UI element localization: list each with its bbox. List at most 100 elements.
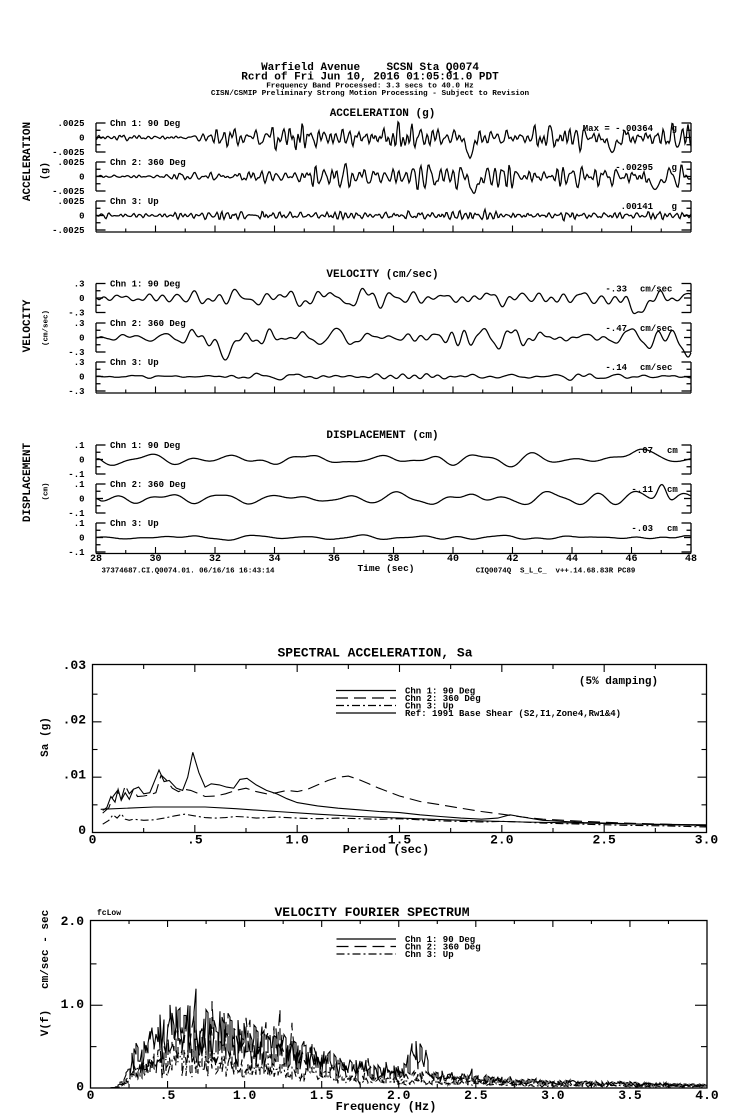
svg-text:0: 0 xyxy=(79,456,84,466)
svg-text:-.3: -.3 xyxy=(68,309,84,319)
svg-text:0: 0 xyxy=(87,1088,95,1103)
svg-text:(5% damping): (5% damping) xyxy=(579,676,658,688)
svg-text:Chn 1: 90 Deg: Chn 1: 90 Deg xyxy=(110,119,180,129)
svg-text:Chn 2: 360 Deg: Chn 2: 360 Deg xyxy=(110,158,186,168)
svg-text:-.1: -.1 xyxy=(68,509,85,519)
svg-text:fcLow: fcLow xyxy=(97,909,121,918)
svg-text:.02: .02 xyxy=(63,713,87,728)
svg-text:cm/sec: cm/sec xyxy=(640,285,672,295)
svg-text:Chn 3: Up: Chn 3: Up xyxy=(405,950,454,960)
svg-text:42: 42 xyxy=(506,554,518,565)
svg-text:V(f): V(f) xyxy=(40,1010,52,1036)
svg-text:VELOCITY: VELOCITY xyxy=(22,299,34,352)
svg-text:Rcrd of Fri Jun 10, 2016 01:05: Rcrd of Fri Jun 10, 2016 01:05:01.0 PDT xyxy=(241,71,499,83)
svg-text:1.0: 1.0 xyxy=(61,997,85,1012)
svg-text:.0025: .0025 xyxy=(57,197,84,207)
svg-text:2.0: 2.0 xyxy=(490,833,514,848)
svg-text:.0025: .0025 xyxy=(57,158,84,168)
svg-text:3.0: 3.0 xyxy=(541,1088,565,1103)
svg-text:Chn 3: Up: Chn 3: Up xyxy=(110,358,159,368)
svg-text:2.0: 2.0 xyxy=(387,1088,411,1103)
svg-text:.01: .01 xyxy=(63,768,87,783)
svg-text:Chn 2: 360 Deg: Chn 2: 360 Deg xyxy=(405,943,481,953)
svg-text:Chn 3: Up: Chn 3: Up xyxy=(110,519,159,529)
svg-text:2.5: 2.5 xyxy=(464,1088,488,1103)
svg-text:4.0: 4.0 xyxy=(695,1088,719,1103)
svg-text:1.0: 1.0 xyxy=(285,833,309,848)
svg-text:-.33: -.33 xyxy=(605,285,627,295)
svg-text:.00141: .00141 xyxy=(621,202,654,212)
svg-text:0: 0 xyxy=(78,823,86,838)
svg-text:.1: .1 xyxy=(74,480,85,490)
svg-text:3.0: 3.0 xyxy=(695,833,719,848)
svg-text:0: 0 xyxy=(79,173,84,183)
svg-text:-.47: -.47 xyxy=(605,324,627,334)
svg-text:-.3: -.3 xyxy=(68,387,84,397)
svg-text:.03: .03 xyxy=(63,658,87,673)
svg-text:ACCELERATION: ACCELERATION xyxy=(22,122,34,201)
svg-text:Frequency (Hz): Frequency (Hz) xyxy=(336,1100,437,1114)
svg-text:DISPLACEMENT: DISPLACEMENT xyxy=(22,442,34,522)
svg-text:(g): (g) xyxy=(40,162,52,180)
svg-text:-.14: -.14 xyxy=(605,363,627,373)
svg-text:cm/sec - sec: cm/sec - sec xyxy=(40,910,52,989)
svg-text:CIQ0074Q S_L_C_ v++.14.68.83: CIQ0074Q S_L_C_ v++.14.68.83R PC89 xyxy=(476,567,636,575)
svg-text:2.5: 2.5 xyxy=(592,833,616,848)
svg-text:Chn 1: 90 Deg: Chn 1: 90 Deg xyxy=(405,687,475,697)
svg-text:-.11: -.11 xyxy=(631,485,653,495)
svg-text:-.03: -.03 xyxy=(631,524,653,534)
svg-text:DISPLACEMENT (cm): DISPLACEMENT (cm) xyxy=(326,430,438,442)
svg-text:g: g xyxy=(672,202,677,212)
svg-text:CISN/CSMIP Preliminary Strong: CISN/CSMIP Preliminary Strong Motion Pro… xyxy=(211,90,530,98)
svg-text:.0025: .0025 xyxy=(57,119,84,129)
svg-text:28: 28 xyxy=(90,554,102,565)
svg-text:cm: cm xyxy=(667,485,678,495)
svg-text:Warfield Avenue SCSN Sta Q0: Warfield Avenue SCSN Sta Q0074 xyxy=(261,62,479,74)
svg-text:Chn 2: 360 Deg: Chn 2: 360 Deg xyxy=(110,319,186,329)
svg-text:.3: .3 xyxy=(74,319,85,329)
svg-text:(cm): (cm) xyxy=(43,482,51,500)
svg-text:-.00295: -.00295 xyxy=(615,163,653,173)
svg-text:38: 38 xyxy=(387,554,399,565)
svg-text:.5: .5 xyxy=(187,833,203,848)
svg-text:cm: cm xyxy=(667,446,678,456)
svg-text:-.0025: -.0025 xyxy=(52,187,84,197)
svg-text:0: 0 xyxy=(79,294,84,304)
svg-text:0: 0 xyxy=(79,534,84,544)
svg-text:cm/sec: cm/sec xyxy=(640,363,672,373)
svg-text:0: 0 xyxy=(79,334,84,344)
svg-text:-.0025: -.0025 xyxy=(52,226,84,236)
svg-text:Chn 2: 360 Deg: Chn 2: 360 Deg xyxy=(110,480,186,490)
svg-text:Max = -.00364: Max = -.00364 xyxy=(583,124,654,134)
svg-text:44: 44 xyxy=(566,554,578,565)
svg-text:46: 46 xyxy=(625,554,637,565)
svg-text:VELOCITY FOURIER SPECTRUM: VELOCITY FOURIER SPECTRUM xyxy=(274,905,469,920)
svg-text:ACCELERATION (g): ACCELERATION (g) xyxy=(330,108,436,120)
svg-text:(cm/sec): (cm/sec) xyxy=(43,310,51,346)
svg-text:.1: .1 xyxy=(74,441,85,451)
svg-text:Frequency Band Processed: 3.3: Frequency Band Processed: 3.3 secs to 40… xyxy=(266,82,474,90)
svg-text:Time (sec): Time (sec) xyxy=(357,563,414,574)
svg-text:37374687.CI.Q0074.01. 06/16/16: 37374687.CI.Q0074.01. 06/16/16 16:43:14 xyxy=(102,567,276,575)
svg-text:-.0025: -.0025 xyxy=(52,148,84,158)
svg-text:34: 34 xyxy=(268,554,280,565)
svg-text:cm: cm xyxy=(667,524,678,534)
svg-text:3.5: 3.5 xyxy=(618,1088,642,1103)
svg-text:Chn 1: 90 Deg: Chn 1: 90 Deg xyxy=(405,935,475,945)
svg-text:-.1: -.1 xyxy=(68,548,85,558)
svg-text:0: 0 xyxy=(76,1080,84,1095)
svg-text:Chn 3: Up: Chn 3: Up xyxy=(405,702,454,712)
svg-text:.1: .1 xyxy=(74,519,85,529)
svg-text:VELOCITY (cm/sec): VELOCITY (cm/sec) xyxy=(326,269,438,281)
svg-text:40: 40 xyxy=(447,554,459,565)
svg-text:30: 30 xyxy=(149,554,161,565)
svg-text:.07: .07 xyxy=(637,446,653,456)
svg-text:cm/sec: cm/sec xyxy=(640,324,672,334)
svg-text:g: g xyxy=(672,163,677,173)
svg-text:.3: .3 xyxy=(74,280,85,290)
svg-text:Chn 1: 90 Deg: Chn 1: 90 Deg xyxy=(110,280,180,290)
svg-text:.5: .5 xyxy=(160,1088,176,1103)
svg-text:0: 0 xyxy=(89,833,97,848)
svg-text:0: 0 xyxy=(79,495,84,505)
svg-text:1.5: 1.5 xyxy=(310,1088,334,1103)
